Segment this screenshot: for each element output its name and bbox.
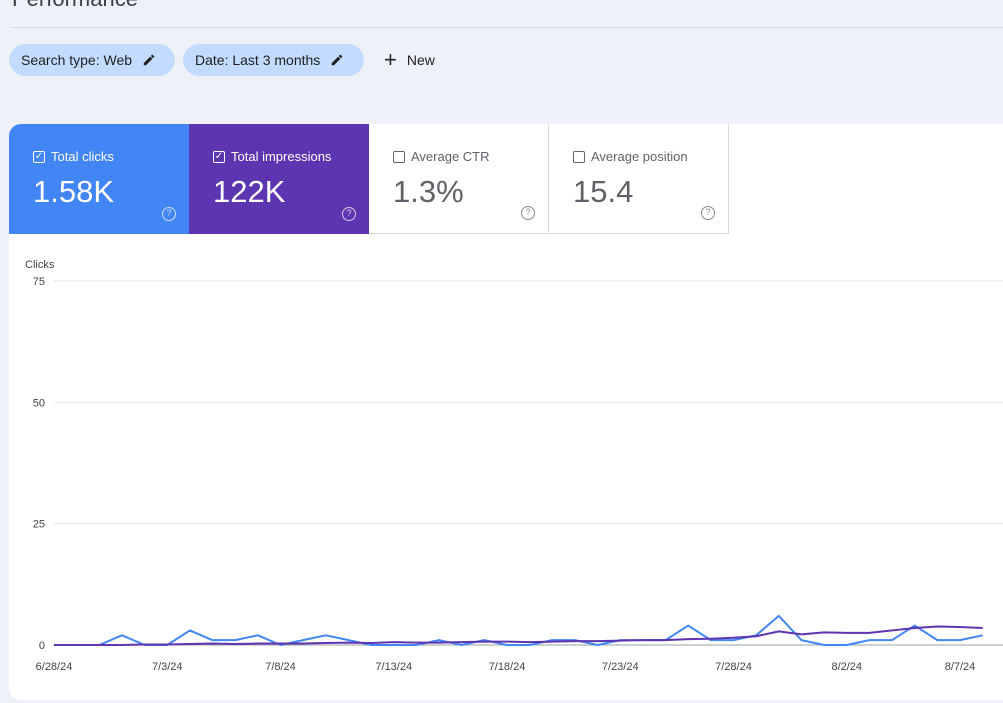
metric-label: Total clicks	[51, 149, 114, 164]
x-tick-label: 7/28/24	[715, 661, 752, 673]
metric-label-row: ✓ Total clicks	[33, 149, 114, 164]
search-type-filter-chip[interactable]: Search type: Web	[9, 44, 175, 76]
pencil-icon	[143, 54, 155, 66]
metric-label-row: Average CTR	[393, 149, 490, 164]
x-tick-label: 6/28/24	[36, 661, 73, 673]
new-filter-label: New	[406, 52, 435, 68]
y-axis-label: Clicks	[25, 259, 55, 271]
checkbox-icon[interactable]: ✓	[33, 150, 45, 163]
help-circle-icon[interactable]: ?	[521, 206, 535, 220]
metric-value: 15.4	[573, 174, 634, 209]
help-circle-icon[interactable]: ?	[162, 207, 176, 221]
help-circle-icon[interactable]: ?	[701, 206, 715, 220]
checkbox-icon[interactable]: ✓	[213, 150, 225, 163]
y-tick-label: 25	[33, 519, 45, 531]
x-tick-label: 8/2/24	[831, 661, 862, 673]
metric-average-ctr[interactable]: Average CTR 1.3% ?	[369, 124, 549, 234]
checkbox-icon[interactable]	[393, 150, 405, 163]
help-circle-icon[interactable]: ?	[342, 207, 356, 221]
metric-label: Average position	[591, 149, 688, 164]
metric-total-clicks[interactable]: ✓ Total clicks 1.58K ?	[9, 124, 189, 234]
page-title: Performance	[12, 0, 138, 12]
x-tick-label: 7/18/24	[489, 661, 526, 673]
new-filter-button[interactable]: + New	[376, 44, 452, 76]
title-divider	[10, 27, 1003, 28]
metric-label-row: Average position	[573, 149, 688, 164]
metric-label: Average CTR	[411, 149, 490, 164]
x-tick-label: 8/7/24	[945, 661, 976, 673]
y-tick-label: 0	[39, 640, 45, 652]
metric-label-row: ✓ Total impressions	[213, 149, 331, 164]
pencil-icon	[332, 54, 343, 66]
y-tick-label: 50	[33, 397, 45, 409]
date-filter-chip[interactable]: Date: Last 3 months	[183, 44, 364, 76]
metric-value: 1.58K	[33, 174, 115, 209]
metric-total-impressions[interactable]: ✓ Total impressions 122K ?	[189, 124, 369, 234]
x-tick-label: 7/3/24	[152, 661, 183, 673]
checkbox-icon[interactable]	[573, 150, 585, 163]
clicks-chart[interactable]: Clicks 0 25 50 75 6/28/24 7/3/24 7/8/24 7/13/24 7…	[9, 124, 1003, 700]
x-tick-label: 7/23/24	[602, 661, 639, 673]
impressions-series-line	[54, 625, 983, 646]
performance-card: ✓ Total clicks 1.58K ? ✓ Total impressio…	[9, 124, 1003, 700]
clicks-series-line	[54, 614, 983, 646]
plus-icon: +	[384, 47, 397, 72]
metric-value: 122K	[213, 174, 286, 209]
metric-value: 1.3%	[393, 174, 464, 209]
search-type-filter-label: Search type: Web	[21, 52, 133, 68]
x-tick-label: 7/8/24	[265, 661, 296, 673]
metric-label: Total impressions	[231, 149, 332, 164]
x-tick-label: 7/13/24	[375, 661, 412, 673]
y-tick-label: 75	[33, 276, 45, 288]
metric-average-position[interactable]: Average position 15.4 ?	[549, 124, 729, 234]
date-filter-label: Date: Last 3 months	[195, 52, 321, 68]
